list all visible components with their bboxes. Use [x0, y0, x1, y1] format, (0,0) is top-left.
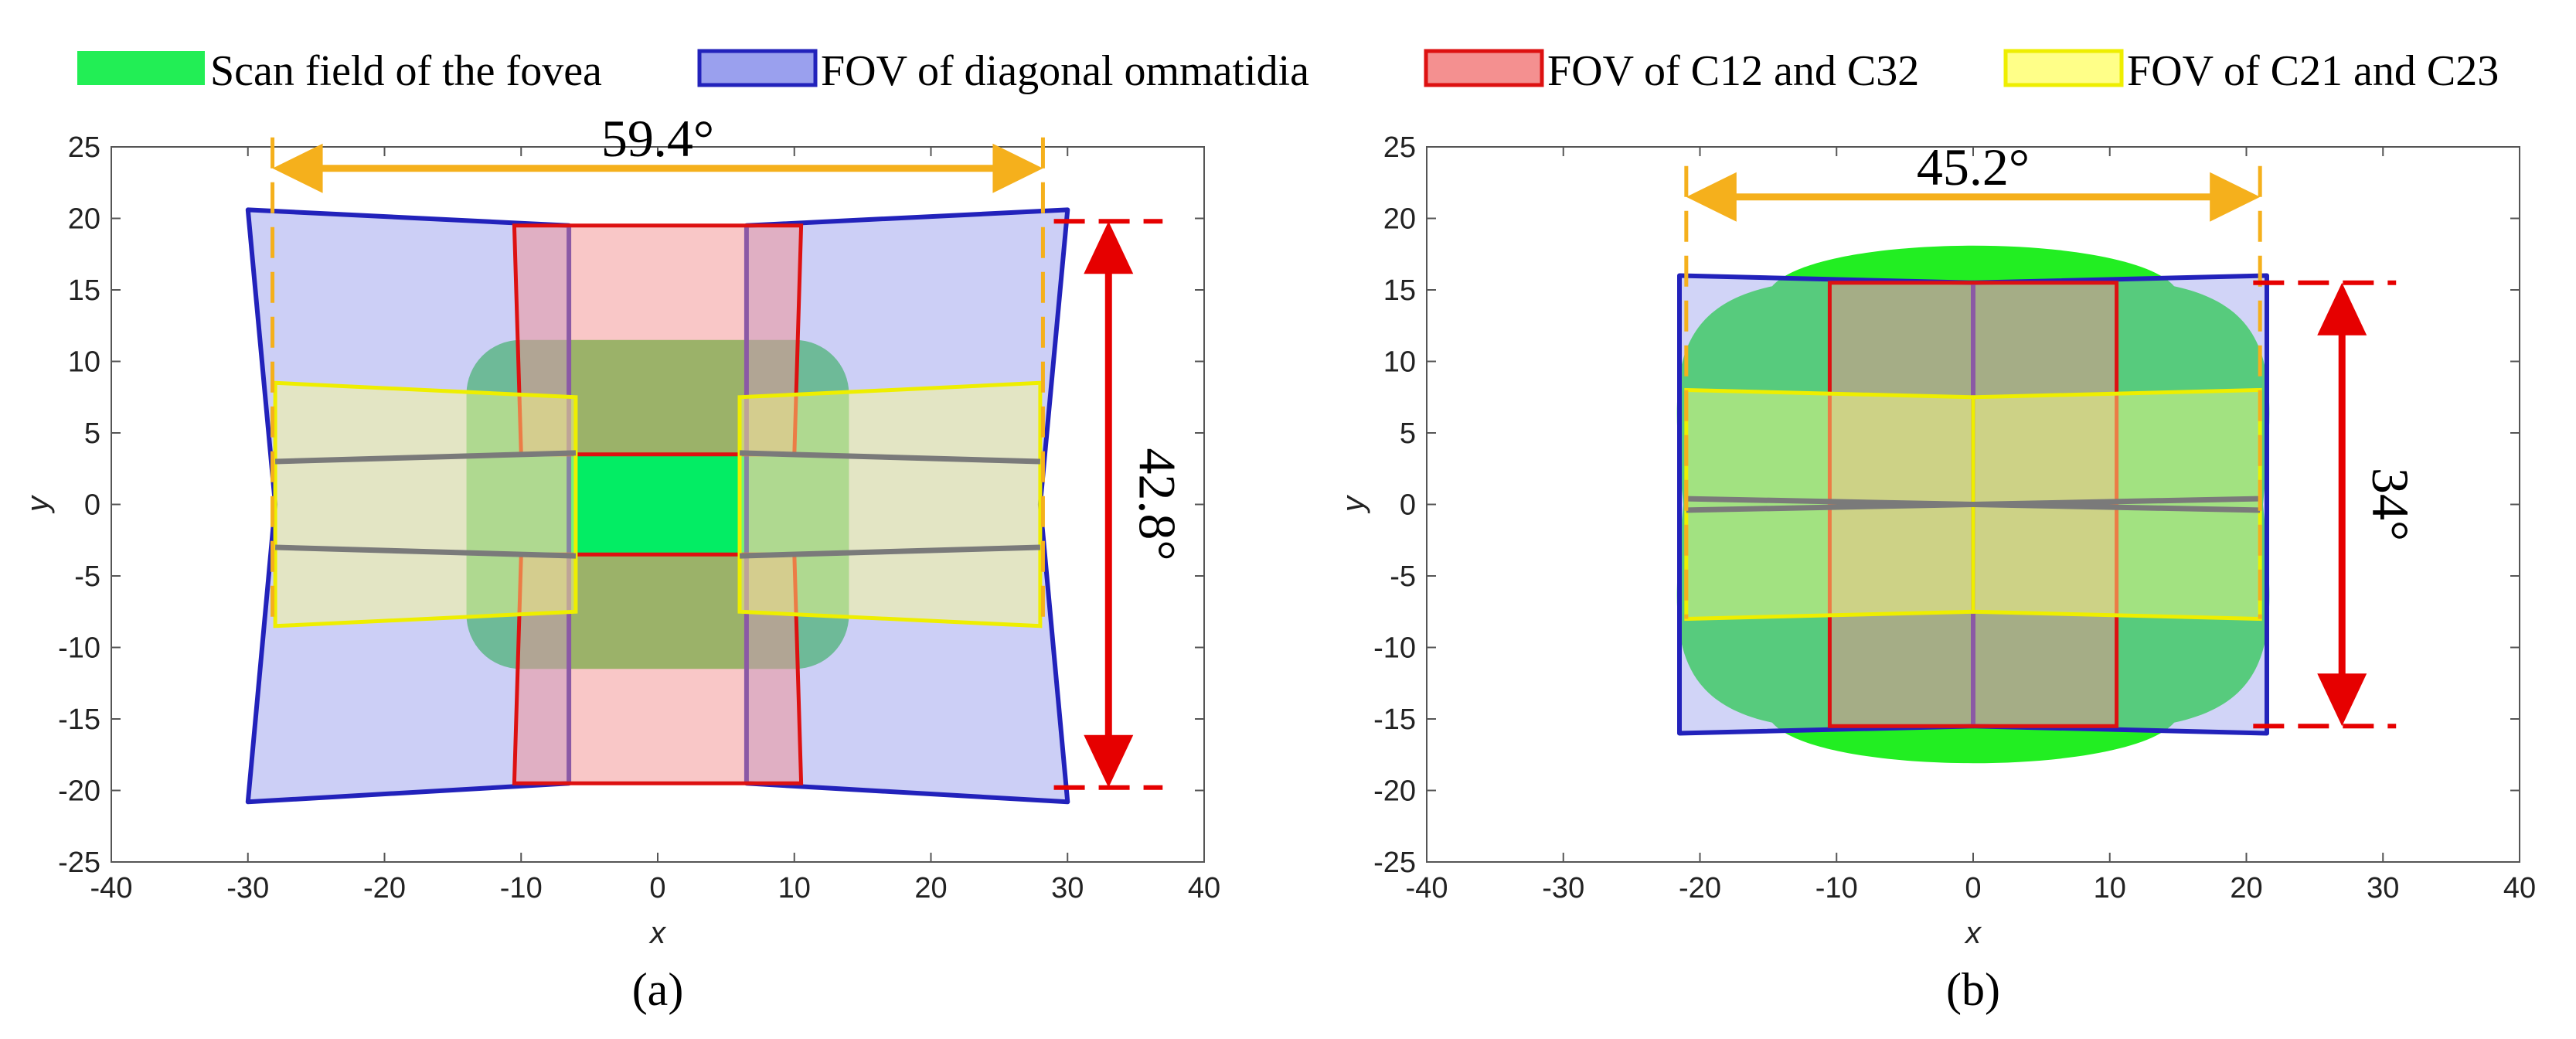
h-dimension-label: 59.4° [601, 109, 714, 168]
gray-line-3 [1972, 502, 2261, 513]
x-tick-label: 0 [649, 872, 665, 904]
x-tick-label: -20 [1679, 872, 1721, 904]
legend-swatch-scan-field [77, 51, 205, 85]
legend-item-diagonal: FOV of diagonal ommatidia [697, 47, 1309, 95]
x-tick-label: -40 [1406, 872, 1448, 904]
y-tick-label: 0 [84, 489, 100, 522]
x-tick-label: -30 [226, 872, 269, 904]
x-tick-label: -10 [500, 872, 543, 904]
x-tick-label: 40 [2503, 872, 2536, 904]
v-dimension-label: 42.8° [1128, 448, 1186, 560]
c21-c23-fov-1 [737, 380, 1043, 629]
legend-swatch-c12-c32 [1424, 49, 1544, 87]
legend-label-diagonal: FOV of diagonal ommatidia [821, 47, 1309, 95]
gray-line-0 [275, 450, 577, 465]
y-axis-label-b: y [1336, 494, 1370, 514]
gray-line-1 [1686, 502, 1974, 513]
legend-item-scan-field: Scan field of the fovea [77, 47, 602, 95]
ticks-a: -40 -30 -20 -10 0 10 20 30 40 -25 -20 -15 -10 -5 0 5 10 1… [58, 131, 1220, 904]
y-tick-label: -15 [1373, 703, 1416, 736]
x-tick-label: 40 [1188, 872, 1220, 904]
y-tick-label: -25 [1373, 847, 1416, 879]
legend-swatch-diagonal [697, 49, 818, 87]
x-axis-label-a: x [648, 916, 667, 950]
legend-label-c21-c23: FOV of C21 and C23 [2127, 47, 2499, 95]
y-tick-label: -20 [58, 775, 100, 808]
y-tick-label: 5 [1400, 417, 1416, 450]
scan-field-1 [569, 454, 747, 555]
y-tick-label: -20 [1373, 775, 1416, 808]
y-tick-label: 10 [1383, 346, 1416, 379]
plot-area-b [1676, 245, 2270, 764]
h-dimension-arrow-right [992, 143, 1043, 193]
x-tick-label: 20 [2230, 872, 2262, 904]
dimension-annotations-a: 59.4° 42.8° [271, 109, 1186, 790]
y-tick-label: 10 [68, 346, 100, 379]
x-tick-label: 30 [2367, 872, 2399, 904]
x-tick-label: 20 [914, 872, 947, 904]
y-tick-label: 0 [1400, 489, 1416, 522]
legend: Scan field of the fovea FOV of diagonal … [77, 47, 2499, 95]
y-tick-label: -10 [58, 632, 100, 665]
chart-panel-b: -40 -30 -20 -10 0 10 20 30 40 -25 -20 -15 -10 -5 0 5 10 1… [1336, 131, 2536, 1015]
y-tick-label: 20 [68, 203, 100, 236]
x-tick-label: 10 [2094, 872, 2126, 904]
legend-item-c12-c32: FOV of C12 and C32 [1424, 47, 1919, 95]
ticks-b: -40 -30 -20 -10 0 10 20 30 40 -25 -20 -15 -10 -5 0 5 10 1… [1373, 131, 2536, 904]
h-dimension-arrow-right [2210, 172, 2261, 222]
gray-line-2 [739, 450, 1040, 465]
y-tick-label: 15 [68, 274, 100, 307]
dimension-annotations-b: 45.2° 34° [1684, 138, 2420, 729]
y-tick-label: -10 [1373, 632, 1416, 665]
x-tick-label: 0 [1965, 872, 1981, 904]
h-dimension-arrow-left [1686, 172, 1737, 222]
h-dimension-label: 45.2° [1917, 138, 2030, 196]
x-tick-label: -20 [363, 872, 406, 904]
plot-area-a [245, 207, 1070, 805]
y-tick-label: -5 [1390, 560, 1416, 593]
y-tick-label: -15 [58, 703, 100, 736]
legend-label-c12-c32: FOV of C12 and C32 [1547, 47, 1919, 95]
gray-line-1 [275, 544, 577, 559]
caption-a: (a) [632, 964, 684, 1015]
legend-label-scan-field: Scan field of the fovea [210, 47, 602, 95]
x-axis-label-b: x [1964, 916, 1982, 950]
legend-swatch-c21-c23 [2003, 49, 2124, 87]
legend-item-c21-c23: FOV of C21 and C23 [2003, 47, 2499, 95]
h-dimension-arrow-left [272, 143, 323, 193]
y-tick-label: 20 [1383, 203, 1416, 236]
v-dimension-arrow-top [1084, 221, 1134, 274]
x-tick-label: -30 [1542, 872, 1584, 904]
c12-c32-fov-1 [1827, 502, 2119, 728]
c21-c23-fov-0 [273, 380, 578, 629]
y-tick-label: -5 [74, 560, 100, 593]
y-tick-label: 15 [1383, 274, 1416, 307]
y-tick-label: 5 [84, 417, 100, 450]
y-tick-label: -25 [58, 847, 100, 879]
x-tick-label: 10 [778, 872, 811, 904]
y-tick-label: 25 [1383, 131, 1416, 164]
gray-line-3 [739, 544, 1040, 559]
v-dimension-arrow-top [2317, 282, 2367, 336]
v-dimension-label: 34° [2361, 468, 2420, 541]
y-axis-label-a: y [21, 494, 55, 514]
x-tick-label: -40 [90, 872, 133, 904]
y-tick-label: 25 [68, 131, 100, 164]
x-tick-label: 30 [1051, 872, 1084, 904]
v-dimension-arrow-bottom [2317, 673, 2367, 727]
x-tick-label: -10 [1815, 872, 1858, 904]
caption-b: (b) [1946, 964, 2000, 1015]
chart-panel-a: -40 -30 -20 -10 0 10 20 30 40 -25 -20 -15 -10 -5 0 5 10 1… [21, 109, 1220, 1015]
v-dimension-arrow-bottom [1084, 734, 1134, 788]
